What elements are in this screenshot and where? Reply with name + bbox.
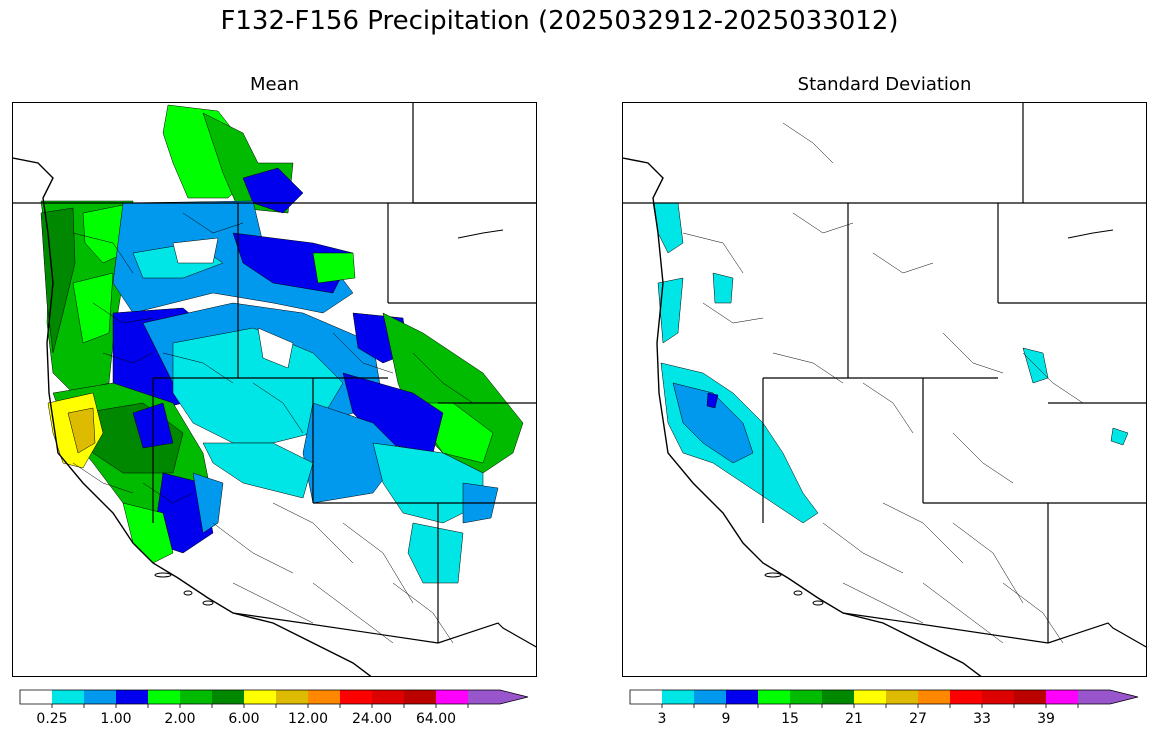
stddev-basin-outlines [682,122,1084,644]
stddev-panel-title: Standard Deviation [797,74,972,95]
colorbar-swatch [982,690,1014,704]
colorbar-swatch [630,690,662,704]
mean-map [12,102,537,677]
colorbar-swatch [308,690,340,704]
figure-title: F132-F156 Precipitation (2025032912-2025… [220,6,899,36]
mean-map-canvas [13,103,536,676]
mean-islands [154,229,504,606]
colorbar-swatch [404,690,436,704]
colorbar-outline [19,689,529,705]
colorbar-canvas [19,689,529,708]
stddev-boundaries [623,103,1146,648]
colorbar-outline [629,689,1139,705]
colorbar-swatch [180,690,212,704]
colorbar-swatch [1046,690,1078,704]
mean-coastline [13,157,372,676]
colorbar-swatch [726,690,758,704]
colorbar-swatch [340,690,372,704]
colorbar-swatch [84,690,116,704]
colorbar-tick-label: 27 [909,711,927,727]
stddev-precip-fill [652,202,1129,524]
colorbar-tick-label: 39 [1037,711,1055,727]
colorbar-tick-label: 33 [973,711,991,727]
colorbar-swatch [20,690,52,704]
mean-precip-fill [40,104,524,584]
colorbar-swatch [886,690,918,704]
stddev-islands [764,229,1114,606]
colorbar-swatch [1014,690,1046,704]
mean-colorbar [19,689,530,708]
mean-boundaries [13,103,536,648]
colorbar-swatch [694,690,726,704]
colorbar-tick-label: 2.00 [164,711,196,727]
mean-basin-outlines [72,212,474,644]
colorbar-canvas [629,689,1139,708]
colorbar-swatch [854,690,886,704]
colorbar-swatch [662,690,694,704]
colorbar-tick-label: 24.00 [351,711,393,727]
colorbar-swatch [950,690,982,704]
stddev-map [622,102,1147,677]
colorbar-swatch [244,690,276,704]
colorbar-swatch [116,690,148,704]
stddev-map-canvas [623,103,1146,676]
mean-panel-title: Mean [249,74,300,95]
colorbar-tick-label: 21 [845,711,863,727]
colorbar-swatch [1078,690,1138,704]
stddev-coastline [623,157,982,676]
stddev-colorbar [629,689,1140,708]
colorbar-swatch [276,690,308,704]
colorbar-tick-label: 0.25 [36,711,68,727]
colorbar-swatch [758,690,790,704]
colorbar-swatch [822,690,854,704]
colorbar-swatch [212,690,244,704]
colorbar-tick-label: 15 [781,711,799,727]
colorbar-swatch [372,690,404,704]
colorbar-swatch [148,690,180,704]
colorbar-swatch [52,690,84,704]
colorbar-swatch [468,690,528,704]
colorbar-tick-label: 9 [721,711,731,727]
colorbar-tick-label: 3 [657,711,667,727]
colorbar-tick-label: 12.00 [287,711,329,727]
colorbar-tick-label: 6.00 [228,711,260,727]
colorbar-swatch [436,690,468,704]
colorbar-swatch [918,690,950,704]
colorbar-tick-label: 64.00 [415,711,457,727]
colorbar-tick-label: 1.00 [100,711,132,727]
colorbar-swatch [790,690,822,704]
